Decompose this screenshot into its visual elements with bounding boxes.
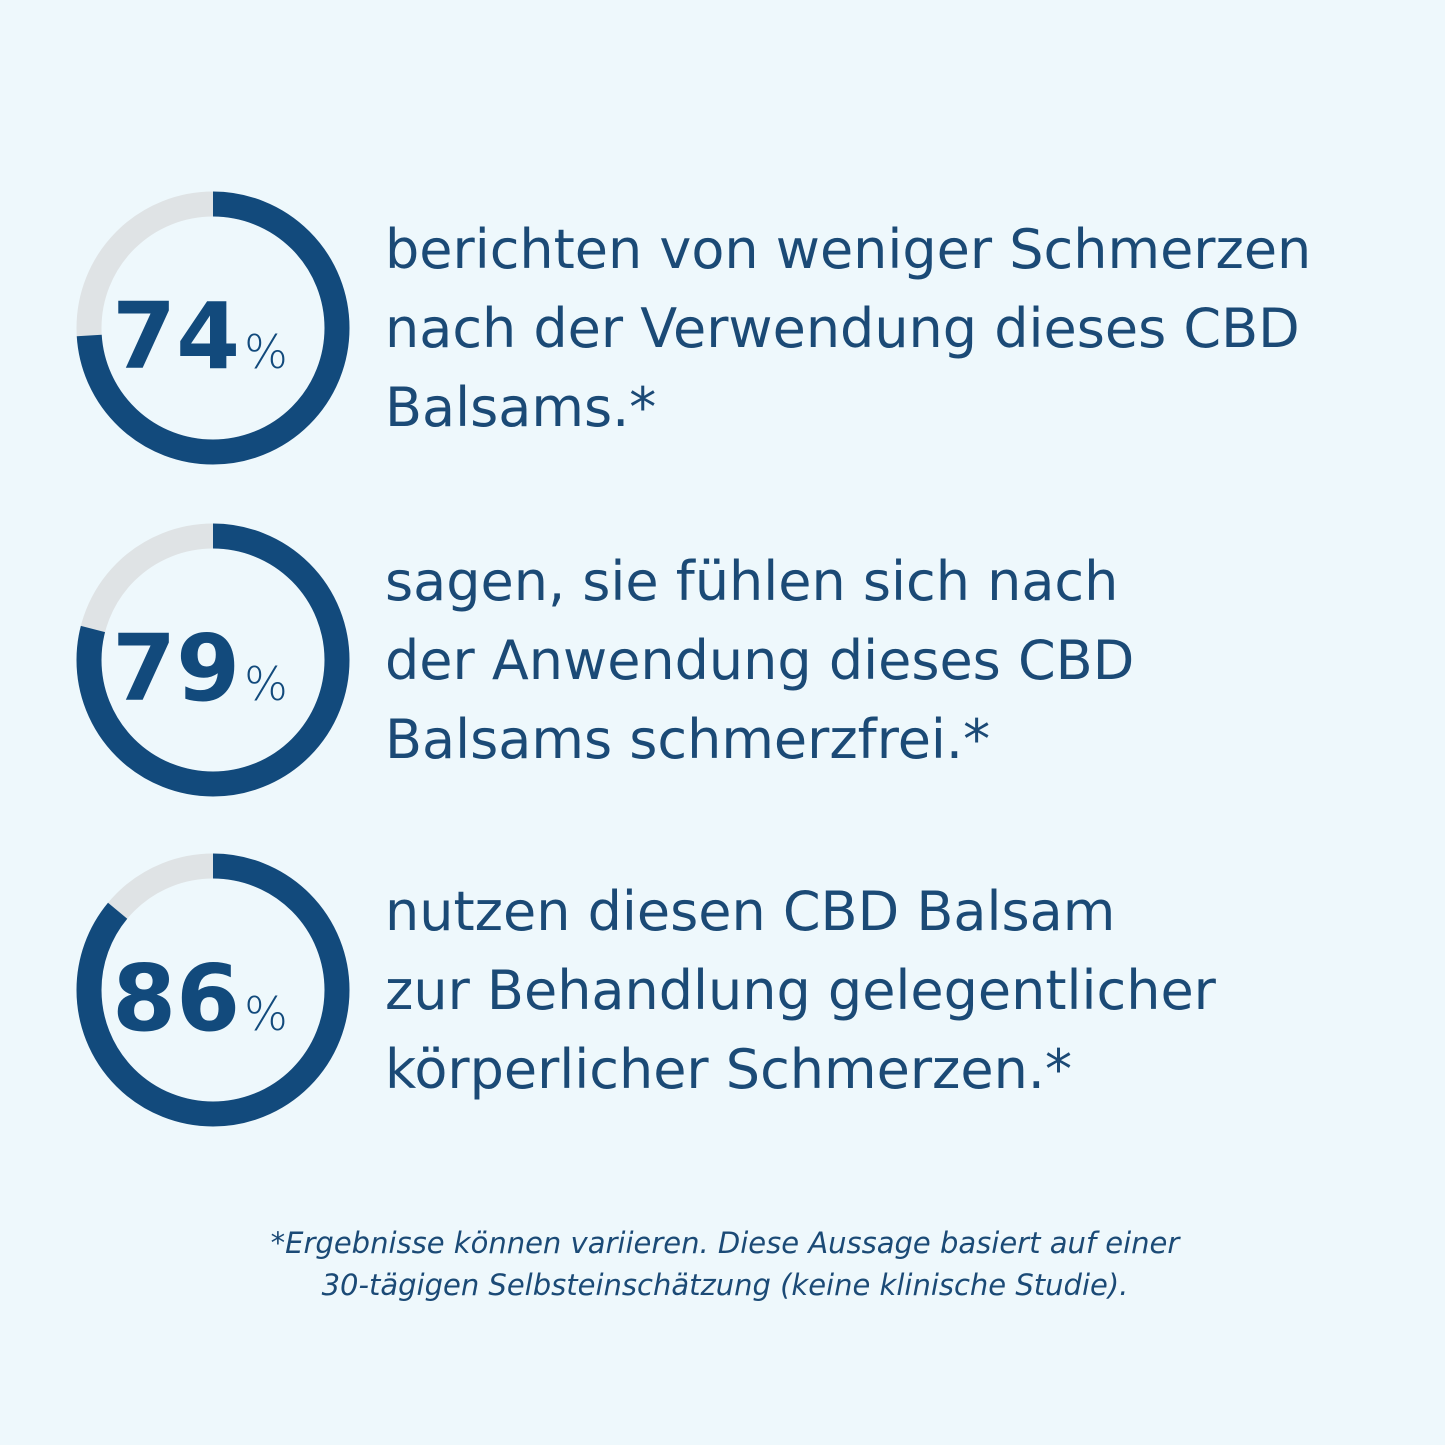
stat-number: 79 bbox=[112, 615, 240, 722]
stat-description: sagen, sie fühlen sich nach bbox=[385, 550, 1118, 613]
stat-value: 74% bbox=[112, 283, 288, 390]
ring-progress bbox=[76, 853, 350, 1127]
stat-description: nach der Verwendung dieses CBD bbox=[385, 297, 1300, 360]
stat-value: 79% bbox=[112, 615, 288, 722]
stat-description: zur Behandlung gelegentlicher bbox=[385, 959, 1217, 1022]
stat-unit: % bbox=[244, 657, 288, 711]
stat-description: der Anwendung dieses CBD bbox=[385, 629, 1134, 692]
stat-description: nutzen diesen CBD Balsam bbox=[385, 880, 1115, 943]
stat-description: körperlicher Schmerzen.* bbox=[385, 1038, 1072, 1101]
footnote: *Ergebnisse können variieren. Diese Auss… bbox=[271, 1226, 1182, 1260]
footnote: 30-tägigen Selbsteinschätzung (keine kli… bbox=[322, 1268, 1129, 1302]
stat-description: Balsams schmerzfrei.* bbox=[385, 708, 990, 771]
stat-number: 86 bbox=[112, 945, 240, 1052]
stat-unit: % bbox=[244, 325, 288, 379]
ring-progress bbox=[76, 523, 350, 797]
stat-value: 86% bbox=[112, 945, 288, 1052]
ring-progress bbox=[76, 191, 350, 465]
stat-description: berichten von weniger Schmerzen bbox=[385, 218, 1311, 281]
stat-description: Balsams.* bbox=[385, 376, 656, 439]
stat-number: 74 bbox=[112, 283, 240, 390]
stat-unit: % bbox=[244, 987, 288, 1041]
